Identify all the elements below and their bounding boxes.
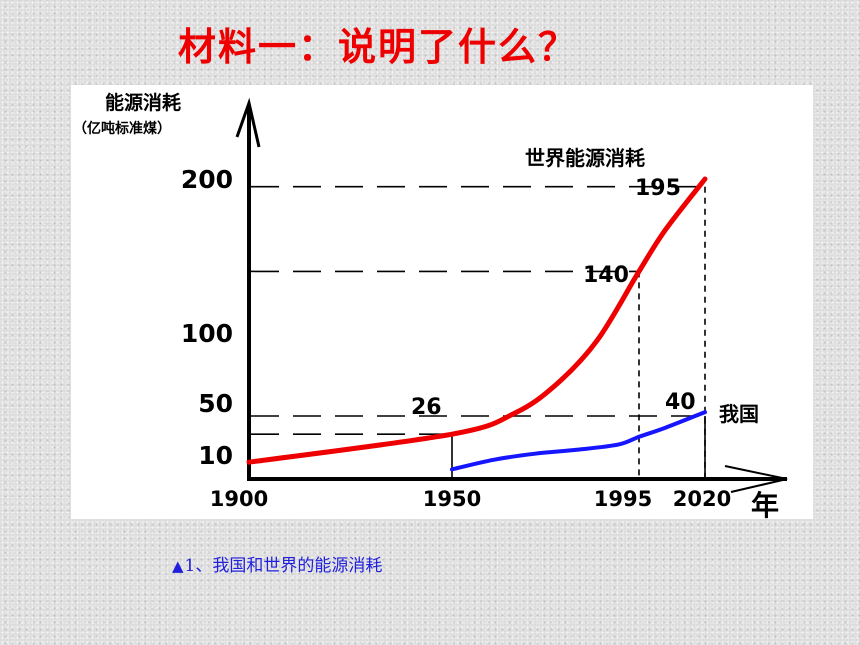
- triangle-marker-icon: ▲: [172, 557, 184, 575]
- series-line-world: [246, 176, 708, 465]
- x-tick-label-1995: 1995: [594, 487, 652, 511]
- y-axis-title: 能源消耗: [105, 91, 181, 114]
- x-axis-title: 年: [751, 489, 779, 519]
- x-tick-label-1950: 1950: [423, 487, 481, 511]
- y-tick-label-100: 100: [181, 319, 233, 348]
- y-tick-label-200: 200: [181, 165, 233, 194]
- series-label-world: 世界能源消耗: [525, 146, 645, 170]
- figure-caption: ▲1、我国和世界的能源消耗: [172, 551, 382, 576]
- y-axis-arrow: [235, 97, 261, 148]
- x-tick-label-1900: 1900: [210, 487, 268, 511]
- series-label-china: 我国: [719, 402, 759, 426]
- data-label-195: 195: [635, 176, 681, 201]
- x-axis-arrow: [724, 465, 788, 493]
- data-label-26: 26: [411, 395, 442, 420]
- y-tick-label-10: 10: [198, 441, 233, 470]
- caption-text: 1、我国和世界的能源消耗: [184, 556, 383, 576]
- y-axis-unit: （亿吨标准煤）: [73, 120, 171, 137]
- slide-title: 材料一：说明了什么？: [178, 25, 579, 69]
- series-line-china: [450, 410, 707, 472]
- data-label-40: 40: [665, 390, 696, 415]
- energy-chart-figure: 世界能源消耗我国 26 140 195 40 10 50 100 200 1900 1950 1995…: [71, 85, 813, 519]
- x-tick-label-2020: 2020: [673, 487, 731, 511]
- data-label-140: 140: [583, 263, 629, 288]
- y-tick-label-50: 50: [198, 389, 233, 418]
